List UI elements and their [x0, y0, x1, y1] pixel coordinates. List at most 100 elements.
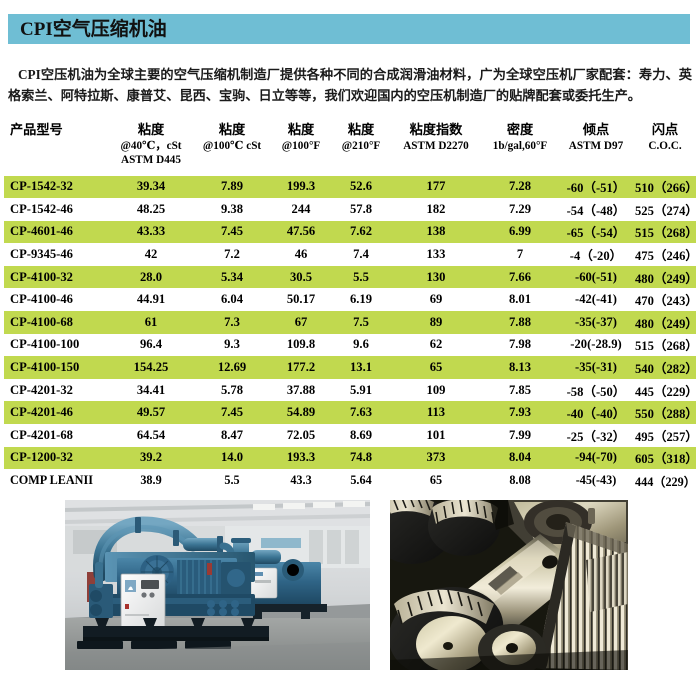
table-row: CP-4601-46 43.33 7.45 47.56 7.62 138 6.9… [4, 220, 698, 244]
metal-gears-photo [390, 500, 628, 670]
table-row: CP-9345-46 42 7.2 46 7.4 133 7 -4（-20） 4… [4, 243, 698, 266]
cell-viscosity-40c: 42 [108, 243, 194, 266]
cell-viscosity-100c: 7.3 [194, 311, 270, 334]
table-body: CP-1542-32 39.34 7.89 199.3 52.6 177 7.2… [4, 175, 698, 492]
page-title-bar: CPI空气压缩机油 [8, 14, 690, 44]
cell-viscosity-210f: 8.69 [332, 424, 390, 447]
oil-specification-table: 产品型号 粘度 @40℃，cSt ASTM D445 粘度 @100℃ cSt … [4, 122, 698, 492]
cell-density: 7.93 [482, 401, 558, 425]
table-row: CP-4100-68 61 7.3 67 7.5 89 7.88 -35(-37… [4, 311, 698, 334]
cell-viscosity-100c: 6.04 [194, 288, 270, 312]
cell-viscosity-100c: 14.0 [194, 446, 270, 470]
cell-pour-point: -20(-28.9) [558, 333, 634, 357]
cell-viscosity-100c: 5.5 [194, 469, 270, 492]
cell-flash-point: 515（268） [634, 220, 698, 244]
cell-density: 7.99 [482, 424, 558, 447]
cell-viscosity-100f: 50.17 [270, 288, 332, 312]
cell-density: 7.98 [482, 333, 558, 357]
column-header-viscosity-40c: 粘度 @40℃，cSt ASTM D445 [108, 122, 194, 176]
table-row: CP-4201-68 64.54 8.47 72.05 8.69 101 7.9… [4, 424, 698, 447]
column-header-product-model: 产品型号 [4, 122, 108, 176]
cell-viscosity-index: 373 [390, 446, 482, 470]
cell-viscosity-100c: 12.69 [194, 356, 270, 379]
cell-viscosity-40c: 96.4 [108, 333, 194, 357]
table-header-row: 产品型号 粘度 @40℃，cSt ASTM D445 粘度 @100℃ cSt … [4, 122, 696, 176]
cell-flash-point: 444（229） [634, 469, 696, 492]
cell-viscosity-100c: 7.45 [194, 220, 270, 244]
cell-product-model: CP-4100-32 [4, 265, 108, 289]
cell-product-model: CP-4201-32 [4, 378, 108, 402]
column-header-viscosity-210f: 粘度 @210°F [332, 122, 390, 176]
table-row: CP-1542-32 39.34 7.89 199.3 52.6 177 7.2… [4, 175, 698, 199]
cell-product-model: CP-1542-46 [4, 198, 108, 221]
cell-product-model: CP-4100-46 [4, 288, 108, 312]
cell-viscosity-210f: 5.64 [332, 469, 390, 492]
cell-viscosity-100f: 193.3 [270, 446, 332, 470]
cell-viscosity-40c: 61 [108, 311, 194, 334]
cell-product-model: CP-4100-68 [4, 311, 108, 334]
cell-product-model: CP-4201-68 [4, 424, 108, 447]
page-title: CPI空气压缩机油 [20, 18, 167, 40]
table-row: CP-4100-46 44.91 6.04 50.17 6.19 69 8.01… [4, 288, 698, 312]
cell-viscosity-100f: 109.8 [270, 333, 332, 357]
cell-viscosity-210f: 6.19 [332, 288, 390, 312]
cell-flash-point: 480（249） [634, 311, 698, 334]
cell-density: 7.29 [482, 198, 558, 221]
cell-product-model: CP-4100-150 [4, 356, 108, 379]
cell-density: 7.28 [482, 175, 558, 199]
cell-viscosity-index: 113 [390, 401, 482, 425]
cell-viscosity-210f: 7.62 [332, 220, 390, 244]
cell-flash-point: 515（268） [634, 333, 698, 357]
cell-flash-point: 605（318） [634, 446, 698, 470]
cell-viscosity-40c: 48.25 [108, 198, 194, 221]
cell-viscosity-40c: 64.54 [108, 424, 194, 447]
cell-flash-point: 495（257） [634, 424, 698, 447]
cell-viscosity-index: 130 [390, 265, 482, 289]
cell-viscosity-index: 101 [390, 424, 482, 447]
intro-paragraph: CPI空压机油为全球主要的空气压缩机制造厂提供各种不同的合成润滑油材料，广为全球… [8, 67, 692, 103]
column-header-viscosity-100c: 粘度 @100℃ cSt [194, 122, 270, 176]
cell-viscosity-40c: 34.41 [108, 378, 194, 402]
cell-viscosity-210f: 5.91 [332, 378, 390, 402]
cell-viscosity-100f: 67 [270, 311, 332, 334]
cell-viscosity-40c: 154.25 [108, 356, 194, 379]
cell-flash-point: 525（274） [634, 198, 698, 221]
cell-viscosity-index: 177 [390, 175, 482, 199]
cell-viscosity-100f: 47.56 [270, 220, 332, 244]
cell-pour-point: -58（-50） [558, 378, 634, 402]
cell-viscosity-100f: 37.88 [270, 378, 332, 402]
column-header-flash-point: 闪点 C.O.C. [634, 122, 696, 176]
cell-viscosity-40c: 43.33 [108, 220, 194, 244]
table-row: CP-4100-32 28.0 5.34 30.5 5.5 130 7.66 -… [4, 265, 698, 289]
cell-flash-point: 445（229） [634, 378, 698, 402]
table-header: 产品型号 粘度 @40℃，cSt ASTM D445 粘度 @100℃ cSt … [4, 122, 696, 176]
cell-viscosity-100c: 9.38 [194, 198, 270, 221]
cell-product-model: COMP LEANII [4, 469, 108, 492]
table-row: CP-4201-32 34.41 5.78 37.88 5.91 109 7.8… [4, 378, 698, 402]
cell-product-model: CP-1542-32 [4, 175, 108, 199]
cell-flash-point: 510（266） [634, 175, 698, 199]
cell-viscosity-index: 133 [390, 243, 482, 266]
cell-product-model: CP-9345-46 [4, 243, 108, 266]
cell-viscosity-index: 65 [390, 469, 482, 492]
cell-viscosity-210f: 13.1 [332, 356, 390, 379]
cell-viscosity-210f: 57.8 [332, 198, 390, 221]
cell-viscosity-100c: 7.45 [194, 401, 270, 425]
cell-viscosity-100f: 46 [270, 243, 332, 266]
cell-density: 7 [482, 243, 558, 266]
cell-viscosity-100c: 8.47 [194, 424, 270, 447]
cell-pour-point: -35(-37) [558, 311, 634, 334]
cell-viscosity-210f: 7.63 [332, 401, 390, 425]
cell-density: 8.01 [482, 288, 558, 312]
cell-flash-point: 550（288） [634, 401, 698, 425]
cell-flash-point: 540（282） [634, 356, 698, 379]
cell-flash-point: 480（249） [634, 265, 698, 289]
cell-viscosity-index: 109 [390, 378, 482, 402]
cell-viscosity-100c: 5.34 [194, 265, 270, 289]
cell-viscosity-210f: 9.6 [332, 333, 390, 357]
table-row: CP-4100-150 154.25 12.69 177.2 13.1 65 8… [4, 356, 698, 379]
table-row: CP-4100-100 96.4 9.3 109.8 9.6 62 7.98 -… [4, 333, 698, 357]
cell-pour-point: -40（-40） [558, 401, 634, 425]
product-photo-gallery [0, 498, 700, 678]
cell-density: 8.13 [482, 356, 558, 379]
